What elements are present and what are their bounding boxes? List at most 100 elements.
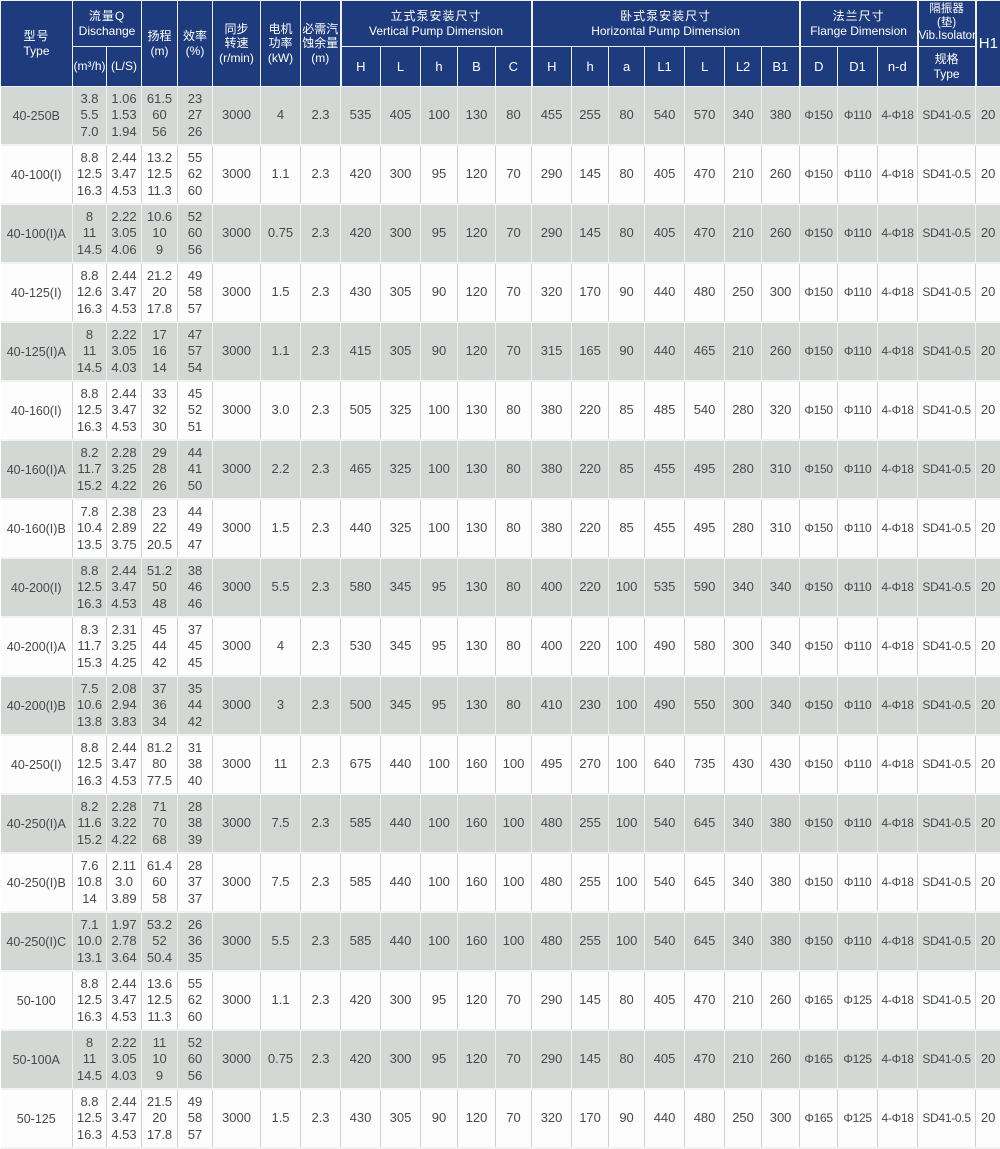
cell-eff: 31 38 40 bbox=[178, 735, 213, 794]
cell-hL1: 640 bbox=[645, 735, 685, 794]
cell-hh: 255 bbox=[572, 912, 609, 971]
cell-speed: 3000 bbox=[213, 145, 261, 204]
cell-vL: 440 bbox=[381, 735, 421, 794]
cell-vB: 130 bbox=[458, 558, 496, 617]
cell-head: 71 70 68 bbox=[142, 794, 178, 853]
cell-h1: 20 bbox=[976, 381, 1000, 440]
cell-head: 81.2 80 77.5 bbox=[142, 735, 178, 794]
cell-vh: 100 bbox=[421, 912, 458, 971]
cell-power: 3 bbox=[261, 676, 301, 735]
cell-m3h: 8 11 14.5 bbox=[73, 1030, 107, 1089]
cell-hL: 495 bbox=[685, 499, 725, 558]
cell-vH: 430 bbox=[341, 1089, 381, 1148]
cell-npsh: 2.3 bbox=[301, 558, 341, 617]
cell-eff: 55 62 60 bbox=[178, 145, 213, 204]
cell-ls: 2.22 3.05 4.03 bbox=[107, 322, 142, 381]
header-v-C: C bbox=[496, 47, 532, 87]
cell-hL2: 340 bbox=[725, 794, 762, 853]
cell-ha: 100 bbox=[609, 558, 645, 617]
cell-fD: Φ150 bbox=[800, 735, 838, 794]
cell-vib: SD41-0.5 bbox=[918, 971, 976, 1030]
cell-fD1: Φ110 bbox=[838, 322, 878, 381]
cell-hh: 170 bbox=[572, 263, 609, 322]
header-h1: H1 bbox=[976, 1, 1000, 87]
cell-head: 23 22 20.5 bbox=[142, 499, 178, 558]
cell-vH: 535 bbox=[341, 87, 381, 146]
cell-hL1: 440 bbox=[645, 1089, 685, 1148]
cell-hL2: 280 bbox=[725, 381, 762, 440]
cell-npsh: 2.3 bbox=[301, 381, 341, 440]
cell-eff: 28 38 39 bbox=[178, 794, 213, 853]
cell-m3h: 8.2 11.7 15.2 bbox=[73, 440, 107, 499]
header-v-h: h bbox=[421, 47, 458, 87]
cell-hh: 170 bbox=[572, 1089, 609, 1148]
cell-vH: 675 bbox=[341, 735, 381, 794]
cell-ha: 85 bbox=[609, 440, 645, 499]
cell-vh: 90 bbox=[421, 1089, 458, 1148]
cell-h1: 20 bbox=[976, 263, 1000, 322]
cell-head: 21.5 20 17.8 bbox=[142, 1089, 178, 1148]
cell-hH: 380 bbox=[532, 499, 572, 558]
cell-vH: 585 bbox=[341, 853, 381, 912]
cell-hL: 645 bbox=[685, 853, 725, 912]
cell-vC: 70 bbox=[496, 971, 532, 1030]
header-unit-m3h: (m³/h) bbox=[73, 47, 107, 87]
cell-ha: 100 bbox=[609, 676, 645, 735]
cell-vC: 70 bbox=[496, 1030, 532, 1089]
header-efficiency: 效率 (%) bbox=[178, 1, 213, 87]
cell-speed: 3000 bbox=[213, 263, 261, 322]
cell-vib: SD41-0.5 bbox=[918, 1089, 976, 1148]
cell-vC: 100 bbox=[496, 794, 532, 853]
cell-h1: 20 bbox=[976, 558, 1000, 617]
cell-speed: 3000 bbox=[213, 1089, 261, 1148]
cell-hH: 290 bbox=[532, 204, 572, 263]
cell-vib: SD41-0.5 bbox=[918, 617, 976, 676]
cell-vh: 100 bbox=[421, 381, 458, 440]
cell-power: 1.5 bbox=[261, 499, 301, 558]
cell-hL: 470 bbox=[685, 1030, 725, 1089]
cell-hL: 480 bbox=[685, 1089, 725, 1148]
cell-eff: 45 52 51 bbox=[178, 381, 213, 440]
cell-power: 7.5 bbox=[261, 794, 301, 853]
cell-ha: 80 bbox=[609, 204, 645, 263]
cell-vB: 130 bbox=[458, 499, 496, 558]
cell-type: 40-160(I)A bbox=[1, 440, 73, 499]
cell-vB: 120 bbox=[458, 971, 496, 1030]
cell-m3h: 8.8 12.5 16.3 bbox=[73, 735, 107, 794]
cell-hB1: 310 bbox=[762, 440, 800, 499]
cell-type: 50-100 bbox=[1, 971, 73, 1030]
cell-fnd: 4-Φ18 bbox=[878, 322, 918, 381]
cell-type: 40-250(I) bbox=[1, 735, 73, 794]
cell-fnd: 4-Φ18 bbox=[878, 440, 918, 499]
cell-hL: 470 bbox=[685, 971, 725, 1030]
cell-m3h: 8.8 12.5 16.3 bbox=[73, 381, 107, 440]
cell-ls: 1.97 2.78 3.64 bbox=[107, 912, 142, 971]
cell-vC: 100 bbox=[496, 735, 532, 794]
cell-hB1: 380 bbox=[762, 853, 800, 912]
cell-vL: 345 bbox=[381, 558, 421, 617]
cell-power: 0.75 bbox=[261, 204, 301, 263]
cell-vh: 90 bbox=[421, 263, 458, 322]
cell-hh: 145 bbox=[572, 204, 609, 263]
cell-ls: 2.22 3.05 4.03 bbox=[107, 1030, 142, 1089]
cell-hL2: 340 bbox=[725, 853, 762, 912]
cell-vH: 440 bbox=[341, 499, 381, 558]
cell-hL1: 440 bbox=[645, 322, 685, 381]
cell-vC: 80 bbox=[496, 87, 532, 146]
cell-hh: 255 bbox=[572, 794, 609, 853]
cell-vib: SD41-0.5 bbox=[918, 853, 976, 912]
cell-ls: 2.11 3.0 3.89 bbox=[107, 853, 142, 912]
cell-vB: 120 bbox=[458, 204, 496, 263]
cell-fD: Φ150 bbox=[800, 499, 838, 558]
cell-eff: 28 37 37 bbox=[178, 853, 213, 912]
cell-vB: 160 bbox=[458, 853, 496, 912]
cell-vh: 100 bbox=[421, 499, 458, 558]
cell-vL: 440 bbox=[381, 912, 421, 971]
cell-type: 40-100(I) bbox=[1, 145, 73, 204]
cell-m3h: 3.8 5.5 7.0 bbox=[73, 87, 107, 146]
